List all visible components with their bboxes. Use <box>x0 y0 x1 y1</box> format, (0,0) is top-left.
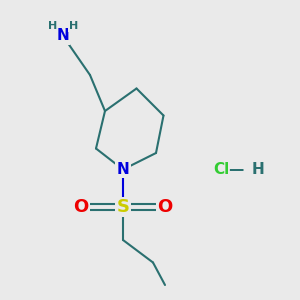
Text: S: S <box>116 198 130 216</box>
Text: N: N <box>57 28 69 44</box>
Text: Cl: Cl <box>213 162 229 177</box>
Text: N: N <box>117 162 129 177</box>
Text: O: O <box>74 198 88 216</box>
Text: —: — <box>228 162 243 177</box>
Text: H: H <box>69 21 78 32</box>
Text: O: O <box>158 198 172 216</box>
Text: H: H <box>252 162 265 177</box>
Text: H: H <box>48 21 57 32</box>
